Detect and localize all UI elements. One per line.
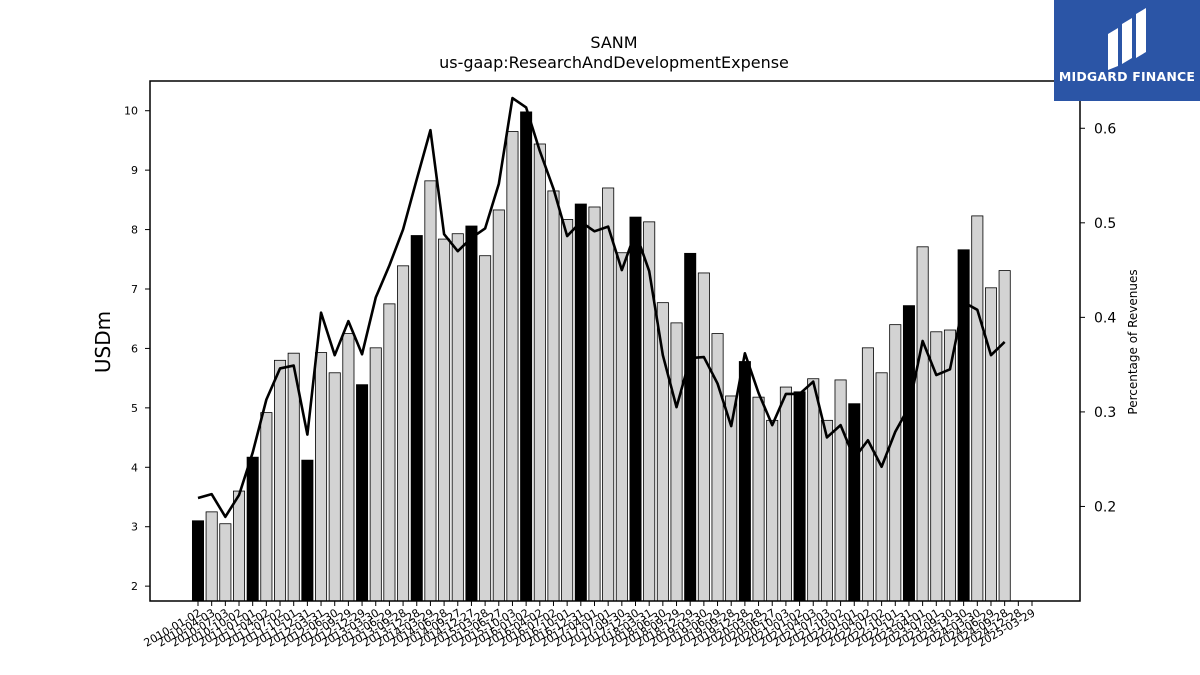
logo-text: MIDGARD FINANCE xyxy=(1058,69,1196,84)
bar-29 xyxy=(588,206,601,602)
bar-48 xyxy=(848,403,861,602)
y-tick-label-9: 9 xyxy=(131,164,138,177)
y-tick-label-6: 6 xyxy=(131,342,138,355)
bar-42 xyxy=(766,419,779,602)
bar-49 xyxy=(861,347,874,602)
bar-43 xyxy=(779,386,792,602)
y2-tick-label-0.2: 0.2 xyxy=(1094,499,1116,515)
bar-40 xyxy=(738,361,751,602)
bar-4 xyxy=(246,456,259,602)
y-tick-label-4: 4 xyxy=(131,461,138,474)
bar-12 xyxy=(356,384,369,602)
y-tick-label-10: 10 xyxy=(124,105,138,118)
bar-2 xyxy=(219,523,232,602)
bar-28 xyxy=(574,203,587,602)
bar-32 xyxy=(629,216,642,602)
chart-title: SANM xyxy=(590,33,637,52)
bar-44 xyxy=(793,391,806,602)
bar-23 xyxy=(506,131,519,602)
bar-58 xyxy=(984,287,997,602)
y-axis-label: USDm xyxy=(91,311,115,373)
bar-26 xyxy=(547,190,560,602)
y2-tick-label-0.6: 0.6 xyxy=(1094,121,1116,137)
bar-57 xyxy=(971,215,984,602)
bar-9 xyxy=(315,352,328,602)
y2-tick-label-0.3: 0.3 xyxy=(1094,405,1116,421)
bar-15 xyxy=(397,265,410,602)
bar-59 xyxy=(998,270,1011,602)
pct-revenue-line xyxy=(197,96,1006,519)
bar-6 xyxy=(274,359,287,602)
bar-41 xyxy=(752,396,765,602)
bar-16 xyxy=(410,235,423,602)
line-layer xyxy=(197,96,1006,519)
bar-14 xyxy=(383,303,396,602)
bar-46 xyxy=(820,419,833,602)
y-tick-label-8: 8 xyxy=(131,224,138,237)
y-tick-label-3: 3 xyxy=(131,521,138,534)
bar-35 xyxy=(670,322,683,602)
bar-37 xyxy=(697,272,710,602)
bar-53 xyxy=(916,246,929,602)
y2-axis-label: Percentage of Revenues xyxy=(1126,269,1140,414)
bar-21 xyxy=(479,255,492,602)
plot-frame xyxy=(149,80,1081,602)
bar-17 xyxy=(424,180,437,602)
bar-5 xyxy=(260,412,273,602)
y-tick-label-7: 7 xyxy=(131,283,138,296)
y-tick-label-2: 2 xyxy=(131,580,138,593)
bar-18 xyxy=(438,238,451,602)
bar-30 xyxy=(602,187,615,602)
chart-subtitle: us-gaap:ResearchAndDevelopmentExpense xyxy=(439,53,789,72)
bar-27 xyxy=(561,219,574,602)
axes-layer: 23456789100.20.30.40.50.62010-01-022010-… xyxy=(124,80,1116,650)
bar-51 xyxy=(889,324,902,602)
bar-3 xyxy=(233,490,246,602)
y-tick-label-5: 5 xyxy=(131,402,138,415)
bar-47 xyxy=(834,379,847,602)
bar-36 xyxy=(684,252,697,602)
bar-19 xyxy=(451,233,464,602)
bar-1 xyxy=(205,511,218,602)
bar-31 xyxy=(615,252,628,602)
bars-layer xyxy=(191,111,1011,602)
bar-25 xyxy=(533,143,546,602)
y2-tick-label-0.4: 0.4 xyxy=(1094,310,1116,326)
bar-52 xyxy=(902,305,915,602)
bar-10 xyxy=(328,372,341,602)
bar-0 xyxy=(191,520,204,602)
bar-22 xyxy=(492,209,505,602)
bar-24 xyxy=(520,111,533,602)
bar-13 xyxy=(369,347,382,602)
bar-50 xyxy=(875,372,888,602)
bar-45 xyxy=(807,378,820,602)
bar-20 xyxy=(465,225,478,602)
y2-tick-label-0.5: 0.5 xyxy=(1094,216,1116,232)
bar-8 xyxy=(301,459,314,602)
bar-11 xyxy=(342,333,355,602)
midgard-logo-icon xyxy=(1108,8,1146,70)
brand-logo: MIDGARD FINANCE xyxy=(1054,0,1200,101)
